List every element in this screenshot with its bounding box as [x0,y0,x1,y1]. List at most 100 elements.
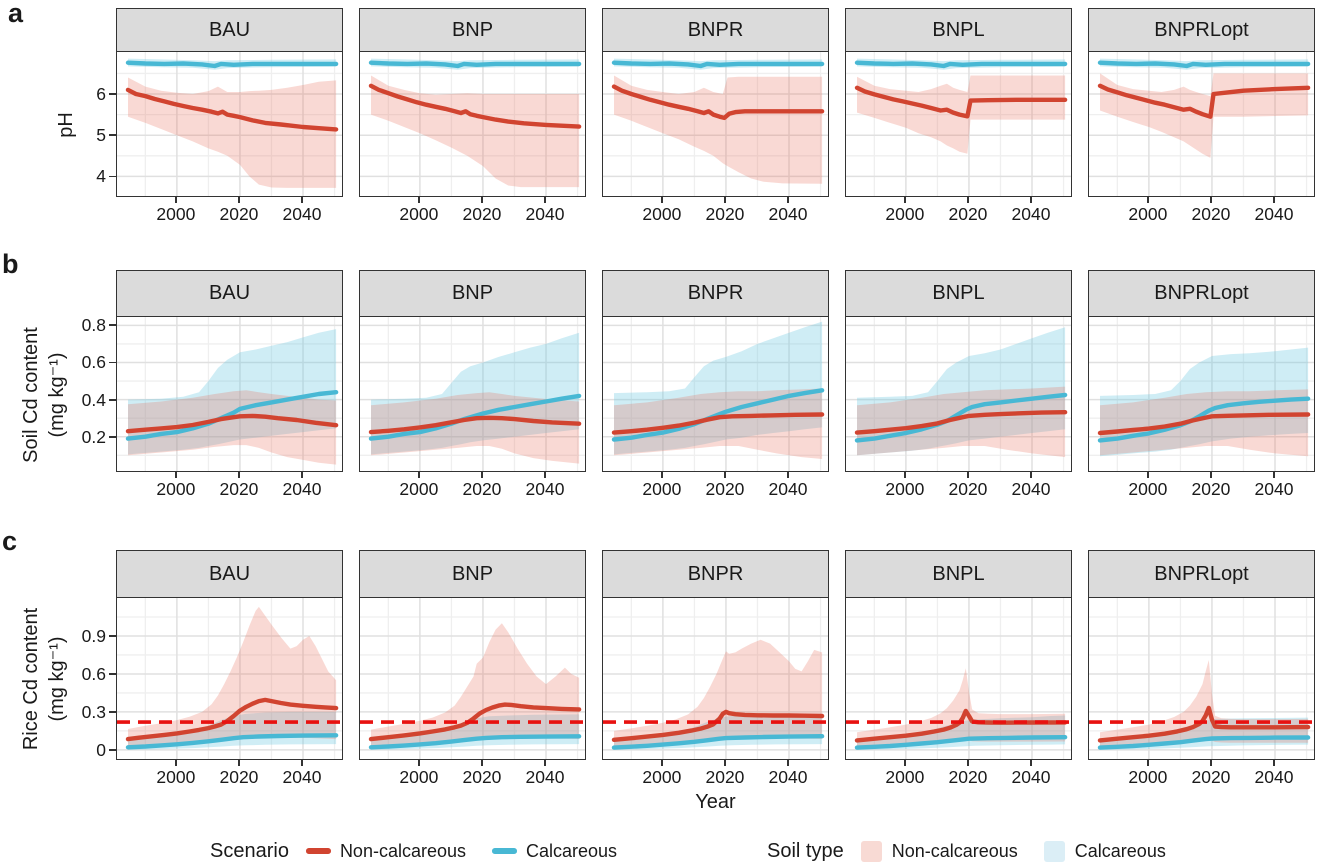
x-tick-mark [1147,197,1149,203]
line-noncalcareous [854,410,1068,435]
x-tick-label: 2000 [399,479,439,499]
x-tick-mark [1147,472,1149,478]
plot-svg [1089,598,1314,759]
x-tick-mark [661,472,663,478]
line-calcareous [611,388,825,442]
x-tick-label: 2040 [282,479,322,499]
plot-area-b-BNPRLopt [1088,317,1315,472]
plot-area-c-BAU [116,598,343,760]
line-noncalcareous [125,87,339,132]
panel-header-a-BNP: BNP [359,8,586,52]
x-tick-mark [238,197,240,203]
band-noncalcareous [1100,660,1309,747]
x-tick-mark [967,472,969,478]
plot-area-c-BNPRLopt [1088,598,1315,760]
line-calcareous [125,60,339,69]
x-tick-label: 2040 [282,767,322,787]
band-calcareous [371,714,580,750]
panel-title: BAU [208,562,251,585]
panel-title: BNP [451,18,494,41]
x-tick-mark [418,760,420,766]
x-tick-mark [301,472,303,478]
panel-title: BNPRLopt [1154,562,1249,585]
x-tick-label: 2040 [525,767,565,787]
x-tick-mark [481,472,483,478]
x-tick-label: 2000 [642,767,682,787]
x-tick-label: 2000 [885,767,925,787]
x-tick-label: 2020 [219,479,259,499]
panel-row-label-c: c [2,526,18,556]
line-calcareous [611,60,825,69]
x-tick-mark [904,472,906,478]
plot-area-b-BNPR [602,317,829,472]
panel-header-b-BNPR: BNPR [602,270,829,317]
x-tick-label: 2000 [1128,767,1168,787]
plot-area-a-BNPR [602,52,829,197]
line-calcareous [611,734,825,750]
panel-title: BNPR [687,282,744,304]
x-tick-mark [787,197,789,203]
x-tick-mark [967,197,969,203]
panel-title: BNP [451,562,494,585]
x-tick-mark [904,197,906,203]
x-tick-label: 2000 [399,204,439,224]
panel-title: BNPRLopt [1154,18,1249,41]
plot-area-b-BNPL [845,317,1072,472]
panel-header-c-BNPR: BNPR [602,550,829,598]
y-tick-label: 0.2 [81,426,106,447]
x-tick-mark [724,760,726,766]
x-tick-mark [418,197,420,203]
panel-title: BNPL [932,282,985,304]
line-calcareous [368,60,582,69]
plot-svg [360,52,585,196]
band-noncalcareous [371,623,580,747]
panel-header-a-BNPRLopt: BNPRLopt [1088,8,1315,52]
x-tick-label: 2040 [768,204,808,224]
x-tick-mark [481,197,483,203]
y-tick-mark [109,175,116,178]
x-tick-mark [301,760,303,766]
plot-svg [846,52,1071,196]
plot-area-b-BAU [116,317,343,472]
panel-header-c-BNPL: BNPL [845,550,1072,598]
band-noncalcareous [371,75,580,188]
y-tick-label: 5 [96,125,106,146]
plot-area-b-BNP [359,317,586,472]
legend-soil-type: Soil type Non-calcareous Calcareous [767,836,1166,866]
band-noncalcareous [1100,389,1309,457]
y-tick-label: 0.4 [81,389,106,410]
band-calcareous [128,711,337,750]
x-tick-label: 2020 [219,767,259,787]
x-tick-mark [481,760,483,766]
plot-svg [603,598,828,759]
band-calcareous [128,329,337,455]
plot-svg [603,52,828,196]
panel-header-b-BAU: BAU [116,270,343,317]
x-tick-label: 2020 [705,479,745,499]
x-tick-mark [1273,760,1275,766]
line-calcareous [125,390,339,441]
x-tick-mark [1273,472,1275,478]
line-calcareous [368,393,582,441]
x-tick-label: 2020 [462,204,502,224]
y-tick-mark [109,93,116,95]
panel-header-c-BNP: BNP [359,550,586,598]
legend-title-soil-type: Soil type [767,839,844,862]
band-noncalcareous [128,390,337,465]
x-tick-label: 2040 [525,204,565,224]
line-noncalcareous [125,697,339,742]
y-tick-label: 0 [96,739,106,760]
line-calcareous [854,392,1068,443]
plot-svg [846,317,1071,471]
line-calcareous [854,735,1068,750]
x-tick-mark [787,760,789,766]
panel-title: BNPR [687,562,744,585]
band-noncalcareous [128,77,337,188]
y-tick-label: 0.8 [81,315,106,336]
x-tick-label: 2020 [705,767,745,787]
x-tick-mark [1147,760,1149,766]
panel-header-b-BNPL: BNPL [845,270,1072,317]
legend-label-band-calcareous: Calcareous [1074,840,1166,861]
x-tick-label: 2040 [525,479,565,499]
